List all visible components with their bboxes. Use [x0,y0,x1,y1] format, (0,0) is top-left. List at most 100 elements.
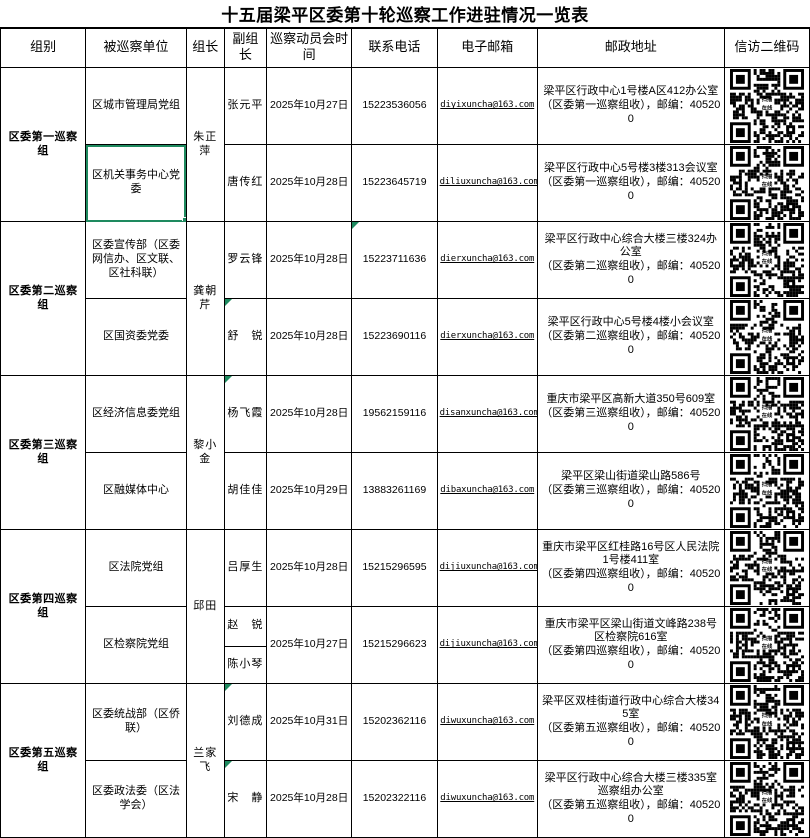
address-cell[interactable]: 梁平区行政中心综合大楼三楼324办公室 （区委第二巡察组收），邮编：405200 [536,221,725,299]
unit-cell[interactable]: 区城市管理局党组 [85,67,187,145]
phone-cell[interactable]: 15202362116 [351,683,438,761]
header-row: 组别 被巡察单位 组长 副组长 巡察动员会时间 联系电话 电子邮箱 邮政地址 信… [0,28,810,68]
deputy-cell[interactable]: 刘德成 [223,683,267,761]
address-cell[interactable]: 重庆市梁平区梁山街道文峰路238号区检察院616室 （区委第四巡察组收），邮编：4… [536,606,725,684]
phone-cell[interactable]: 15223536056 [351,67,438,145]
unit-cell[interactable]: 区经济信息委党组 [85,375,187,453]
deputy-cell[interactable]: 杨飞霞 [223,375,267,453]
svg-text:在线: 在线 [762,257,773,265]
email-cell[interactable]: dibaxuncha@163.com [436,452,538,530]
leader-cell[interactable]: 龚朝芹 [185,221,225,376]
deputy-cell-secondary[interactable]: 陈小琴 [223,645,267,685]
email-cell[interactable]: disanxuncha@163.com [436,375,538,453]
meeting-date-cell[interactable]: 2025年10月27日 [265,606,353,684]
qr-code-cell[interactable]: 扫描 在线 [723,606,810,684]
address-cell[interactable]: 梁平区行政中心综合大楼三楼335室 巡察组办公室 （区委第五巡察组收），邮编：405… [536,760,725,838]
leader-cell[interactable]: 兰家飞 [185,683,225,838]
deputy-cell[interactable]: 罗云锋 [223,221,267,299]
group-name-cell[interactable]: 区委第三巡察组 [0,375,87,530]
table-row: 区融媒体中心 胡佳佳 2025年10月29日 13883261169 dibaxunch… [1,452,810,530]
email-cell[interactable]: diliuxuncha@163.com [436,144,538,222]
phone-cell[interactable]: 15202322116 [351,760,438,838]
email-cell[interactable]: diwuxuncha@163.com [436,760,538,838]
qr-code-cell[interactable]: 扫描 在线 [723,298,810,376]
email-cell[interactable]: dierxuncha@163.com [436,221,538,299]
address-line: 梁平区梁山街道梁山路586号 [561,470,701,483]
phone-cell[interactable]: 15223690116 [351,298,438,376]
meeting-date-cell[interactable]: 2025年10月29日 [265,452,353,530]
table-body: 区委第一巡察组 区城市管理局党组 朱正萍 张元平 2025年10月27日 15223536… [0,67,810,838]
svg-text:在线: 在线 [762,411,773,419]
qr-code-cell[interactable]: 扫描 在线 [723,144,810,222]
meeting-date-cell[interactable]: 2025年10月28日 [265,221,353,299]
phone-cell[interactable]: 15215296595 [351,529,438,607]
deputy-cell[interactable]: 赵 锐 [223,606,267,647]
meeting-date-cell[interactable]: 2025年10月27日 [265,67,353,145]
leader-cell[interactable]: 朱正萍 [185,67,225,222]
unit-cell[interactable]: 区委统战部（区侨联） [85,683,187,761]
deputy-cell[interactable]: 宋 静 [223,760,267,838]
address-line: （区委第二巡察组收），邮编：405200 [541,330,721,356]
qr-code-cell[interactable]: 扫描 在线 [723,683,810,761]
svg-text:扫描: 扫描 [762,711,773,719]
table-row: 区机关事务中心党委 唐传红 2025年10月28日 15223645719 diliux… [1,144,810,222]
phone-cell[interactable]: 15223711636 [351,221,438,299]
group-name-cell[interactable]: 区委第四巡察组 [0,529,87,684]
unit-cell[interactable]: 区融媒体中心 [85,452,187,530]
phone-cell[interactable]: 15215296623 [351,606,438,684]
deputy-cell[interactable]: 吕厚生 [223,529,267,607]
address-cell[interactable]: 梁平区行政中心5号楼4楼小会议室 （区委第二巡察组收），邮编：405200 [536,298,725,376]
unit-cell[interactable]: 区机关事务中心党委 [85,144,187,222]
email-cell[interactable]: dijiuxuncha@163.com [436,529,538,607]
email-cell[interactable]: dijiuxuncha@163.com [436,606,538,684]
address-cell[interactable]: 重庆市梁平区红桂路16号区人民法院1号楼411室 （区委第四巡察组收），邮编：40… [536,529,725,607]
meeting-date-cell[interactable]: 2025年10月28日 [265,760,353,838]
address-cell[interactable]: 梁平区梁山街道梁山路586号 （区委第三巡察组收），邮编：405200 [536,452,725,530]
address-line: 重庆市梁平区红桂路16号区人民法院1号楼411室 [542,540,720,567]
qr-code-cell[interactable]: 扫描 在线 [723,529,810,607]
meeting-date-cell[interactable]: 2025年10月28日 [265,298,353,376]
deputy-cell[interactable]: 胡佳佳 [223,452,267,530]
meeting-date-cell[interactable]: 2025年10月28日 [265,144,353,222]
unit-cell[interactable]: 区委宣传部（区委网信办、区文联、区社科联） [85,221,187,299]
phone-cell[interactable]: 13883261169 [351,452,438,530]
qr-code-cell[interactable]: 扫描 在线 [723,221,810,299]
unit-cell[interactable]: 区委政法委（区法学会） [85,760,187,838]
deputy-cell[interactable]: 唐传红 [223,144,267,222]
unit-cell[interactable]: 区国资委党委 [85,298,187,376]
leader-cell[interactable]: 邱田 [185,529,225,684]
unit-cell[interactable]: 区检察院党组 [85,606,187,684]
qr-code-cell[interactable]: 扫描 在线 [723,452,810,530]
address-cell[interactable]: 重庆市梁平区高新大道350号609室 （区委第三巡察组收），邮编：405200 [536,375,725,453]
table-row: 区委第一巡察组 区城市管理局党组 朱正萍 张元平 2025年10月27日 15223536… [0,67,810,222]
meeting-date-cell[interactable]: 2025年10月31日 [265,683,353,761]
signal-qr-code-icon: 扫描 在线 [727,377,807,451]
address-cell[interactable]: 梁平区行政中心1号楼A区412办公室 （区委第一巡察组收），邮编：405200 [536,67,725,145]
col-header-leader: 组长 [185,28,225,68]
address-line: 巡察组办公室 [597,785,664,798]
phone-cell[interactable]: 15223645719 [351,144,438,222]
qr-code-cell[interactable]: 扫描 在线 [723,760,810,838]
group-name-cell[interactable]: 区委第五巡察组 [0,683,87,838]
meeting-date-cell[interactable]: 2025年10月28日 [265,375,353,453]
signal-qr-code-icon: 扫描 在线 [727,762,807,836]
leader-cell[interactable]: 黎小金 [185,375,225,530]
group-name-cell[interactable]: 区委第二巡察组 [0,221,87,376]
unit-cell[interactable]: 区法院党组 [85,529,187,607]
phone-cell[interactable]: 19562159116 [351,375,438,453]
email-cell[interactable]: diwuxuncha@163.com [436,683,538,761]
deputy-cell[interactable]: 舒 锐 [223,298,267,376]
qr-code-cell[interactable]: 扫描 在线 [723,375,810,453]
email-cell[interactable]: diyixuncha@163.com [436,67,538,145]
col-header-meeting: 巡察动员会时间 [265,28,353,68]
address-line: （区委第四巡察组收），邮编：405200 [541,568,721,594]
qr-code-cell[interactable]: 扫描 在线 [723,67,810,145]
address-cell[interactable]: 梁平区行政中心5号楼3楼313会议室 （区委第一巡察组收），邮编：405200 [536,144,725,222]
deputy-cell[interactable]: 张元平 [223,67,267,145]
email-cell[interactable]: dierxuncha@163.com [436,298,538,376]
meeting-date-cell[interactable]: 2025年10月28日 [265,529,353,607]
address-cell[interactable]: 梁平区双桂街道行政中心综合大楼345室 （区委第五巡察组收），邮编：405200 [536,683,725,761]
group-name-cell[interactable]: 区委第一巡察组 [0,67,87,222]
signal-qr-code-icon: 扫描 在线 [727,531,807,605]
svg-text:在线: 在线 [762,565,773,573]
